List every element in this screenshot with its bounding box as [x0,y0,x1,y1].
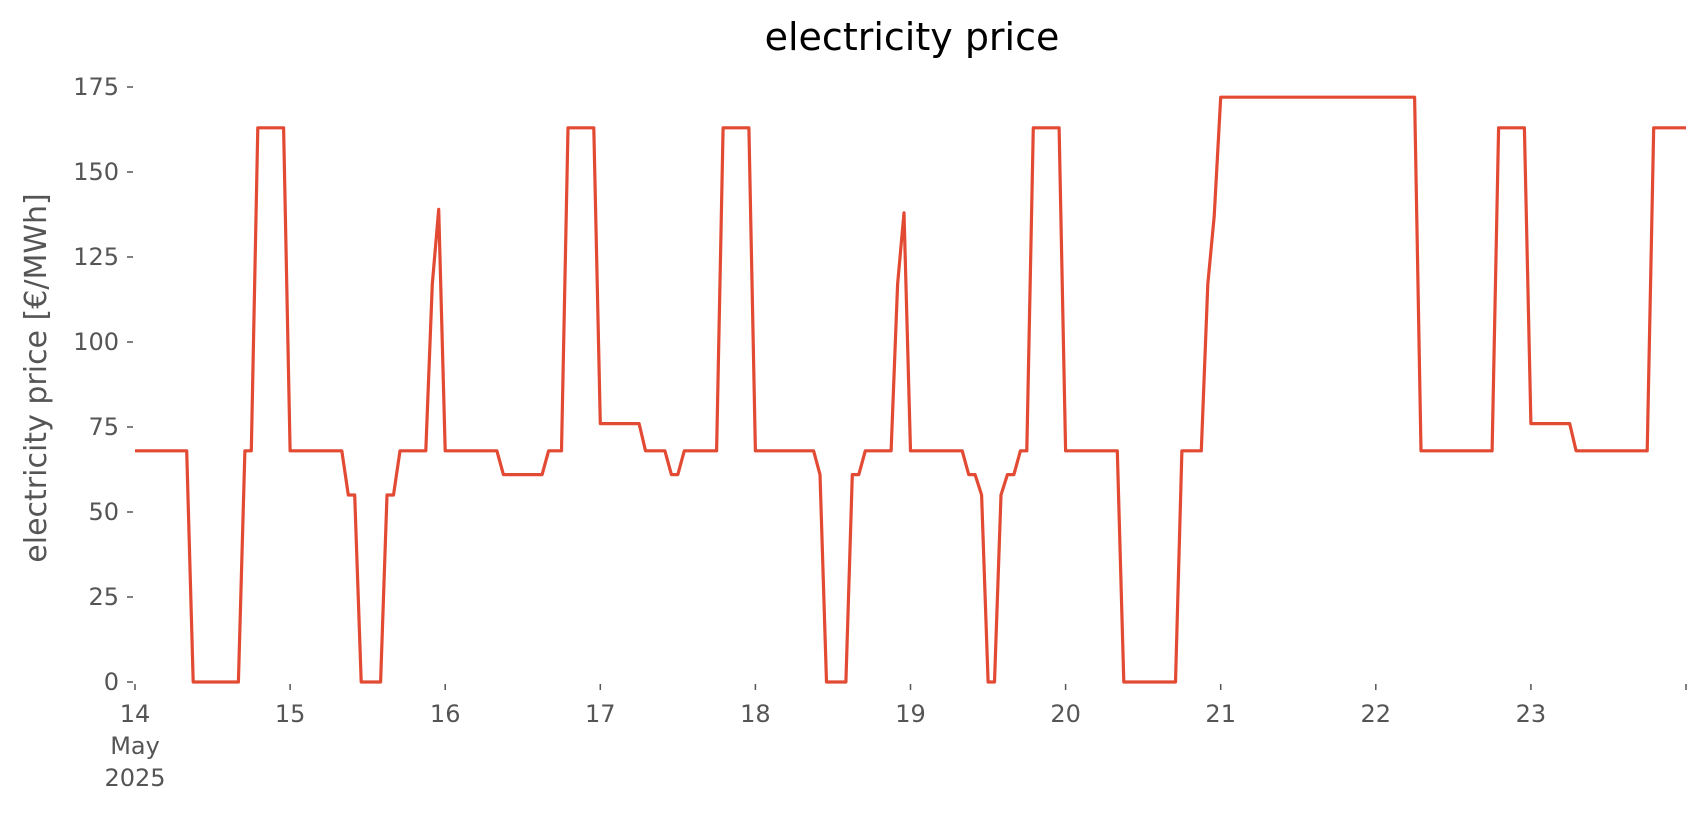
y-tick-label: 100 [73,328,119,356]
x-tick-label: 22 [1361,700,1392,728]
x-tick-label: 21 [1205,700,1236,728]
x-tick-label: 19 [895,700,926,728]
y-tick-label: 50 [88,498,119,526]
price-line [135,95,1686,684]
x-tick-label: 23 [1516,700,1547,728]
y-tick-label: 175 [73,73,119,101]
x-tick-label: 16 [430,700,461,728]
y-tick-label: 25 [88,583,119,611]
x-tick-label: 20 [1050,700,1081,728]
y-tick-label: 150 [73,158,119,186]
x-tick-label: May [110,732,160,760]
x-tick-label: 2025 [104,764,165,792]
y-axis-label: electricity price [€/MWh] [19,193,54,562]
y-tick-label: 125 [73,243,119,271]
y-tick-label: 0 [104,668,119,696]
x-tick-label: 15 [275,700,306,728]
x-tick-label: 17 [585,700,616,728]
x-axis: 14 May 2025 15 16 17 18 19 20 21 22 23 [104,684,1687,792]
series-group [135,95,1686,684]
y-tick-label: 75 [88,413,119,441]
x-tick-label: 14 [120,700,151,728]
x-tick-label: 18 [740,700,771,728]
y-axis: 0 25 50 75 100 125 150 175 [73,73,133,696]
chart-title: electricity price [765,15,1060,59]
